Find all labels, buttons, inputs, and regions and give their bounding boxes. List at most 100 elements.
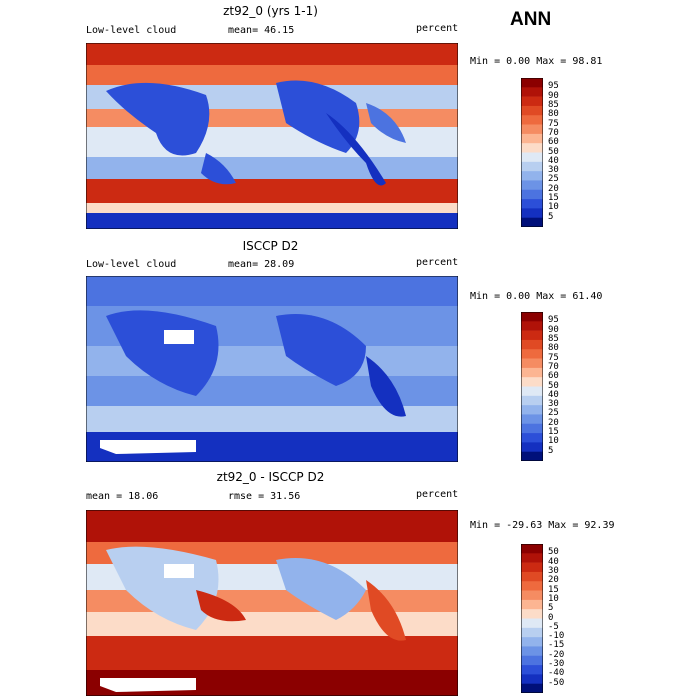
colorbar-tick-label: 20 bbox=[548, 575, 559, 586]
colorbar-cell bbox=[521, 330, 543, 341]
colorbar-cell bbox=[521, 590, 543, 601]
panel-1-mean-label: mean= 46.15 bbox=[228, 25, 295, 36]
colorbar-tick-label: 15 bbox=[548, 193, 559, 204]
panel-2-min-max: Min = 0.00 Max = 61.40 bbox=[470, 291, 603, 302]
panel-2-units-label: percent bbox=[416, 257, 459, 268]
colorbar-tick-label: 60 bbox=[548, 137, 559, 148]
panel-2-map bbox=[86, 276, 458, 462]
panel-3-mean-label: mean = 18.06 bbox=[86, 491, 159, 502]
panel-3-units-label: percent bbox=[416, 489, 459, 500]
panel-1-variable-label: Low-level cloud bbox=[86, 25, 177, 36]
colorbar-cell bbox=[521, 553, 543, 563]
panel-3-min-max: Min = -29.63 Max = 92.39 bbox=[470, 520, 615, 531]
colorbar-cell bbox=[521, 78, 543, 88]
colorbar-cell bbox=[521, 544, 543, 554]
colorbar-tick-label: 50 bbox=[548, 547, 559, 558]
colorbar-cell bbox=[521, 87, 543, 97]
colorbar-cell bbox=[521, 609, 543, 619]
colorbar-cell bbox=[521, 386, 543, 397]
colorbar-tick-label: 25 bbox=[548, 408, 559, 419]
colorbar-tick-label: 5 bbox=[548, 211, 554, 222]
colorbar-tick-label: -30 bbox=[548, 659, 565, 670]
colorbar-tick-label: 80 bbox=[548, 343, 559, 354]
colorbar-tick-label: 30 bbox=[548, 565, 559, 576]
colorbar-tick-label: 95 bbox=[548, 81, 559, 92]
colorbar-cell bbox=[521, 96, 543, 107]
colorbar-tick-label: 10 bbox=[548, 593, 559, 604]
colorbar-tick-label: 30 bbox=[548, 165, 559, 176]
panel-2-variable-label: Low-level cloud bbox=[86, 259, 177, 270]
colorbar-cell bbox=[521, 562, 543, 573]
panel-2-title: ISCCP D2 bbox=[242, 239, 299, 253]
colorbar-tick-label: 40 bbox=[548, 389, 559, 400]
colorbar-cell bbox=[521, 321, 543, 331]
colorbar-tick-label: 10 bbox=[548, 202, 559, 213]
colorbar-cell bbox=[521, 208, 543, 218]
colorbar-tick-label: 90 bbox=[548, 324, 559, 335]
colorbar-cell bbox=[521, 433, 543, 443]
panel-1-title: zt92_0 (yrs 1-1) bbox=[223, 4, 318, 18]
colorbar-cell bbox=[521, 143, 543, 153]
colorbar-tick-label: -40 bbox=[548, 668, 565, 679]
colorbar-tick-label: 70 bbox=[548, 127, 559, 138]
colorbar-cell bbox=[521, 217, 543, 227]
colorbar-tick-label: -10 bbox=[548, 631, 565, 642]
panel-1-map bbox=[86, 43, 458, 229]
colorbar-cell bbox=[521, 646, 543, 657]
panel-3-rmse-label: rmse = 31.56 bbox=[228, 491, 301, 502]
colorbar-cell bbox=[521, 442, 543, 452]
colorbar-cell bbox=[521, 395, 543, 406]
colorbar-cell bbox=[521, 367, 543, 378]
colorbar-tick-label: 90 bbox=[548, 90, 559, 101]
colorbar-cell bbox=[521, 339, 543, 350]
colorbar-cell bbox=[521, 377, 543, 387]
colorbar-tick-label: 30 bbox=[548, 399, 559, 410]
panel-3-map bbox=[86, 510, 458, 696]
panel-1-units-label: percent bbox=[416, 23, 459, 34]
colorbar-cell bbox=[521, 312, 543, 322]
colorbar-tick-label: -50 bbox=[548, 677, 565, 688]
panel-1-min-max: Min = 0.00 Max = 98.81 bbox=[470, 56, 603, 67]
colorbar-tick-label: 85 bbox=[548, 333, 559, 344]
colorbar-tick-label: 25 bbox=[548, 174, 559, 185]
panel-3-colorbar bbox=[521, 544, 543, 693]
colorbar-tick-label: 85 bbox=[548, 99, 559, 110]
colorbar-tick-label: 40 bbox=[548, 155, 559, 166]
colorbar-tick-label: 75 bbox=[548, 352, 559, 363]
colorbar-cell bbox=[521, 451, 543, 461]
colorbar-cell bbox=[521, 161, 543, 172]
colorbar-tick-label: 15 bbox=[548, 427, 559, 438]
colorbar-tick-label: 95 bbox=[548, 315, 559, 326]
colorbar-tick-label: 5 bbox=[548, 603, 554, 614]
colorbar-tick-label: 70 bbox=[548, 361, 559, 372]
colorbar-tick-label: 20 bbox=[548, 183, 559, 194]
colorbar-cell bbox=[521, 655, 543, 666]
colorbar-cell bbox=[521, 199, 543, 209]
colorbar-tick-label: 50 bbox=[548, 380, 559, 391]
colorbar-tick-label: 50 bbox=[548, 146, 559, 157]
colorbar-cell bbox=[521, 133, 543, 144]
colorbar-cell bbox=[521, 180, 543, 191]
panel-3-title: zt92_0 - ISCCP D2 bbox=[216, 470, 325, 484]
colorbar-tick-label: -15 bbox=[548, 640, 565, 651]
colorbar-cell bbox=[521, 637, 543, 647]
colorbar-cell bbox=[521, 423, 543, 434]
colorbar-cell bbox=[521, 414, 543, 425]
colorbar-tick-label: 10 bbox=[548, 436, 559, 447]
colorbar-cell bbox=[521, 571, 543, 582]
colorbar-tick-label: 60 bbox=[548, 371, 559, 382]
panel-1-colorbar bbox=[521, 78, 543, 227]
colorbar-cell bbox=[521, 683, 543, 693]
colorbar-tick-label: 15 bbox=[548, 584, 559, 595]
colorbar-tick-label: 20 bbox=[548, 417, 559, 428]
colorbar-tick-label: 75 bbox=[548, 118, 559, 129]
colorbar-cell bbox=[521, 599, 543, 610]
colorbar-cell bbox=[521, 152, 543, 163]
colorbar-cell bbox=[521, 581, 543, 591]
season-label: ANN bbox=[510, 9, 552, 30]
colorbar-cell bbox=[521, 105, 543, 116]
colorbar-cell bbox=[521, 627, 543, 638]
colorbar-cell bbox=[521, 618, 543, 629]
panel-2-colorbar bbox=[521, 312, 543, 461]
colorbar-cell bbox=[521, 189, 543, 200]
